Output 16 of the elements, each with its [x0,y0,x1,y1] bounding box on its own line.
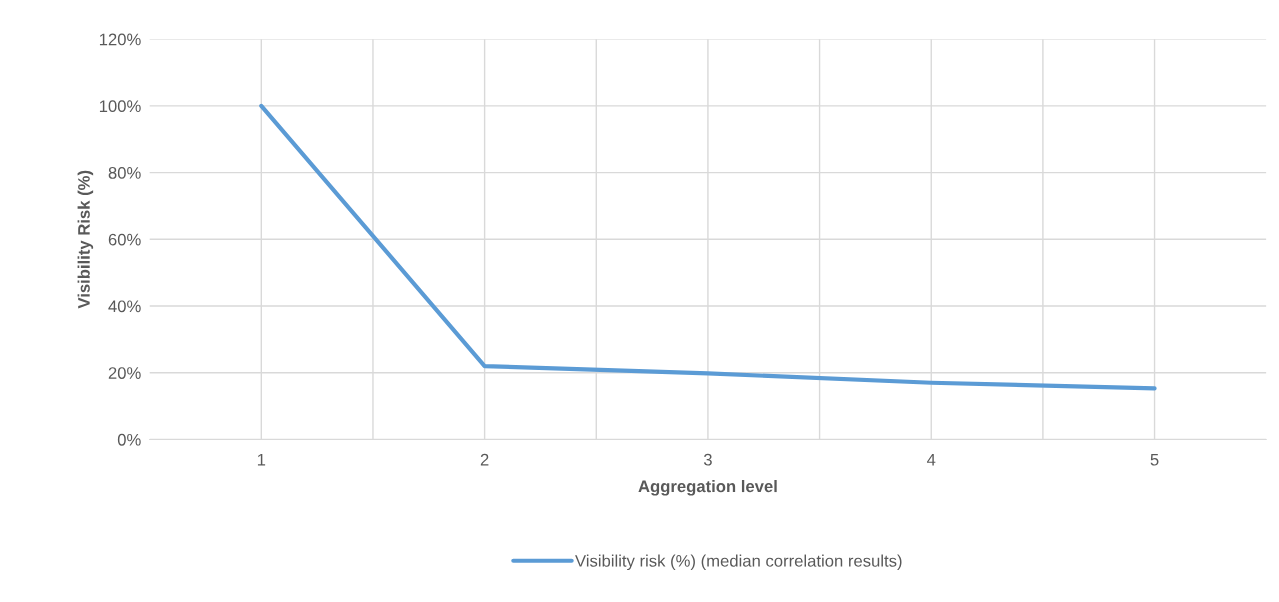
legend-label: Visibility risk (%) (median correlation results) [575,554,902,571]
x-axis-title: Aggregation level [638,480,777,496]
x-tick-label: 3 [703,453,712,466]
x-tick-label: 1 [257,453,266,466]
x-tick-label: 4 [926,453,936,466]
y-axis-title: Visibility Risk (%) [77,170,94,309]
line-series [259,103,1157,391]
y-tick-label: 40% [108,300,141,313]
x-tick-label: 2 [480,453,489,466]
y-tick-label: 60% [108,233,141,246]
y-tick-label: 100% [99,100,141,113]
x-tick-label: 5 [1150,453,1159,466]
y-tick-label: 80% [108,166,141,179]
y-tick-label: 120% [99,33,141,46]
y-tick-label: 0% [117,433,141,446]
y-tick-label: 20% [108,367,141,379]
